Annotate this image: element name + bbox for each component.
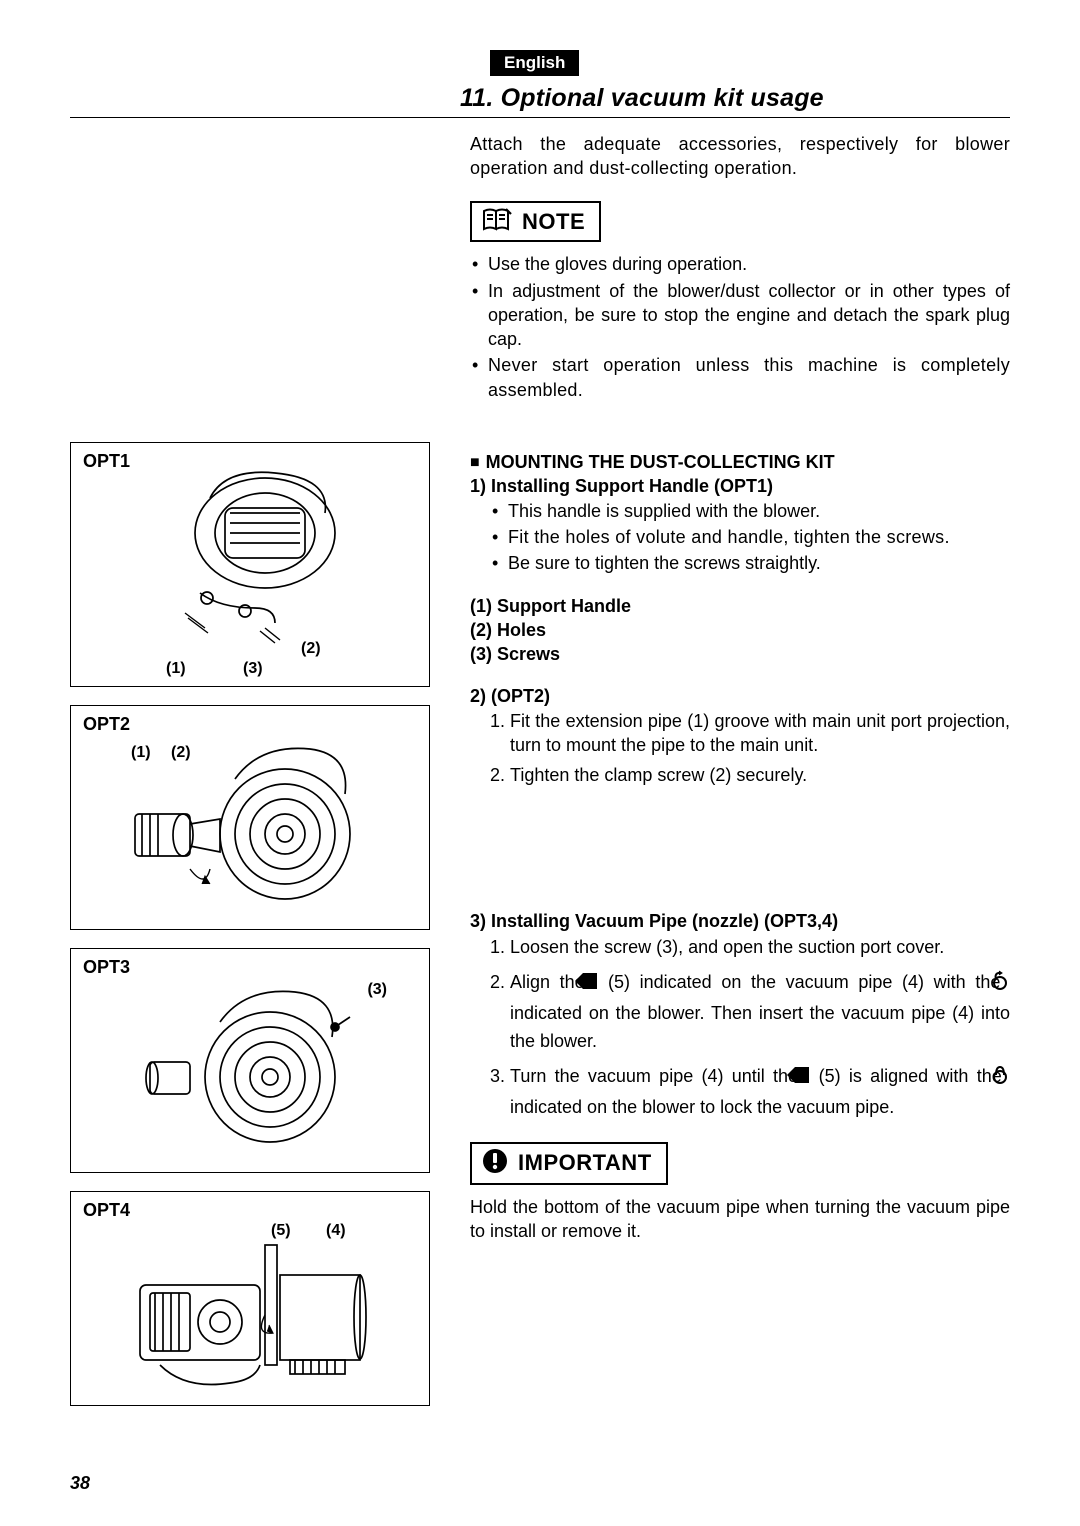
- figure-opt4: OPT4: [70, 1191, 430, 1406]
- step1-bullet: Be sure to tighten the screws straightly…: [490, 551, 1010, 575]
- figure-opt2-label: OPT2: [83, 714, 130, 735]
- step2-item-text: Fit the extension pipe (1) groove with m…: [510, 711, 1010, 755]
- note-label: NOTE: [522, 207, 585, 237]
- note-bullet: Never start operation unless this machin…: [470, 353, 1010, 402]
- step2-item: 1.Fit the extension pipe (1) groove with…: [490, 709, 1010, 758]
- figure-opt3-label: OPT3: [83, 957, 130, 978]
- note-bullet: Use the gloves during operation.: [470, 252, 1010, 276]
- arrow-tag-icon: [806, 1064, 810, 1093]
- note-bullet: In adjustment of the blower/dust collect…: [470, 279, 1010, 352]
- figures-column: OPT1: [70, 132, 440, 1424]
- figure-opt3: OPT3 (3): [70, 948, 430, 1173]
- step2-item: 2.Tighten the clamp screw (2) securely.: [490, 763, 1010, 787]
- step3-title: 3) Installing Vacuum Pipe (nozzle) (OPT3…: [470, 909, 1010, 933]
- arrow-tag-icon: [594, 970, 598, 999]
- note-box: NOTE: [470, 201, 601, 243]
- figure-opt2: OPT2: [70, 705, 430, 930]
- step1-title: 1) Installing Support Handle (OPT1): [470, 474, 1010, 498]
- step1-bullets: This handle is supplied with the blower.…: [490, 499, 1010, 576]
- page-number: 38: [70, 1473, 90, 1494]
- header-rule: [70, 117, 1010, 118]
- section-title: 11. Optional vacuum kit usage: [460, 84, 1010, 113]
- important-label: IMPORTANT: [518, 1148, 652, 1178]
- figure-opt1-callout-3: (3): [243, 660, 263, 678]
- figure-opt1-callout-1: (1): [166, 660, 186, 678]
- note-icon: [482, 207, 512, 236]
- figure-opt4-drawing: [115, 1215, 385, 1395]
- step3-item: 3.Turn the vacuum pipe (4) until the (5)…: [490, 1062, 1010, 1122]
- step3-list: 1.Loosen the screw (3), and open the suc…: [490, 933, 1010, 1122]
- step3-item: 2.Align the (5) indicated on the vacuum …: [490, 968, 1010, 1056]
- figure-opt1-label: OPT1: [83, 451, 130, 472]
- step3-item-text: Loosen the screw (3), and open the sucti…: [510, 937, 944, 957]
- important-icon: [482, 1148, 508, 1179]
- figure-opt2-drawing: [120, 724, 380, 914]
- step2-list: 1.Fit the extension pipe (1) groove with…: [490, 709, 1010, 788]
- figure-opt4-callout-4: (4): [326, 1222, 346, 1240]
- step2-item-text: Tighten the clamp screw (2) securely.: [510, 765, 807, 785]
- mounting-heading-text: MOUNTING THE DUST-COLLECTING KIT: [486, 452, 835, 472]
- important-text: Hold the bottom of the vacuum pipe when …: [470, 1195, 1010, 1244]
- figure-opt3-callout-3: (3): [367, 981, 387, 999]
- text-column: Attach the adequate accessories, respect…: [470, 132, 1010, 1424]
- figure-opt4-callout-5: (5): [271, 1222, 291, 1240]
- mounting-heading: ■MOUNTING THE DUST-COLLECTING KIT: [470, 450, 1010, 474]
- step1-bullet: Fit the holes of volute and handle, tigh…: [490, 525, 1010, 549]
- step3-item-text: Turn the vacuum pipe (4) until the (5) i…: [510, 1066, 1010, 1117]
- figure-opt1-callout-2: (2): [301, 640, 321, 658]
- important-box: IMPORTANT: [470, 1142, 668, 1185]
- figure-opt4-label: OPT4: [83, 1200, 130, 1221]
- step1-legend-3: (3) Screws: [470, 642, 1010, 666]
- step1-legend-2: (2) Holes: [470, 618, 1010, 642]
- figure-opt2-callout-2: (2): [171, 744, 191, 762]
- language-badge: English: [490, 50, 579, 76]
- figure-opt2-callout-1: (1): [131, 744, 151, 762]
- step1-bullet: This handle is supplied with the blower.: [490, 499, 1010, 523]
- step3-item: 1.Loosen the screw (3), and open the suc…: [490, 933, 1010, 962]
- step1-legend-1: (1) Support Handle: [470, 594, 1010, 618]
- intro-paragraph: Attach the adequate accessories, respect…: [470, 132, 1010, 181]
- figure-opt1-drawing: [125, 453, 375, 663]
- figure-opt3-drawing: [120, 967, 380, 1157]
- figure-opt1: OPT1: [70, 442, 430, 687]
- note-bullets: Use the gloves during operation. In adju…: [470, 252, 1010, 402]
- step3-item-text: Align the (5) indicated on the vacuum pi…: [510, 972, 1010, 1052]
- step2-title: 2) (OPT2): [470, 684, 1010, 708]
